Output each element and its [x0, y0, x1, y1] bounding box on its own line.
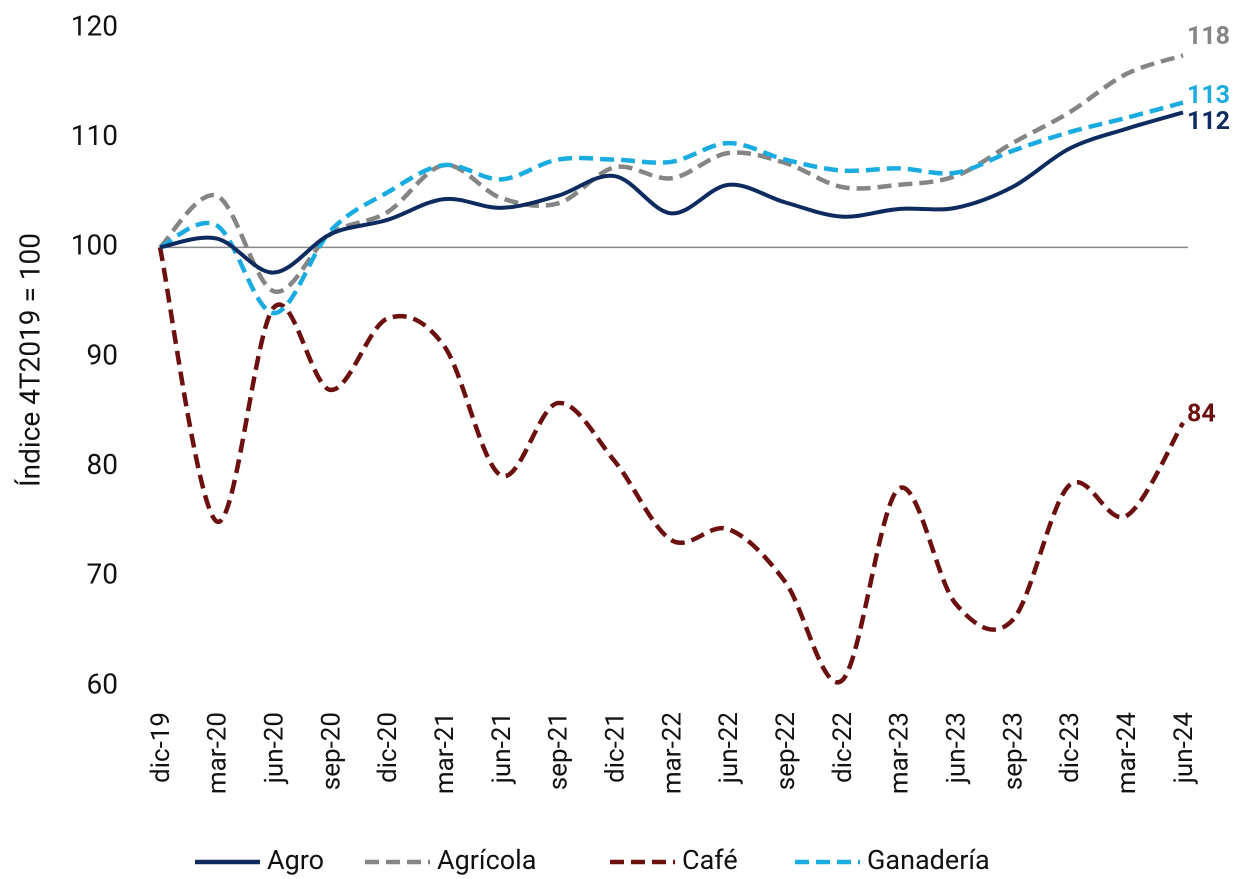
end-label: 112: [1187, 107, 1230, 136]
y-tick-label: 60: [87, 667, 118, 700]
legend-label: Agrícola: [437, 844, 536, 876]
x-tick-label: dic-23: [1055, 712, 1085, 783]
x-tick-label: sep-23: [998, 712, 1028, 790]
y-tick-label: 120: [71, 9, 118, 42]
x-tick-label: mar-22: [657, 712, 687, 794]
x-tick-label: dic-19: [146, 712, 176, 783]
x-tick-label: mar-20: [203, 712, 233, 794]
end-label: 118: [1187, 22, 1230, 51]
y-axis-label: Índice 4T2019 = 100: [13, 233, 46, 487]
x-tick-label: jun-23: [942, 712, 972, 784]
x-tick-label: mar-24: [1112, 712, 1142, 795]
x-tick-label: dic-22: [828, 712, 858, 783]
x-tick-label: dic-20: [373, 712, 403, 783]
x-tick-label: mar-21: [430, 712, 460, 794]
y-tick-label: 70: [87, 558, 118, 591]
legend-label: Café: [682, 844, 738, 876]
end-label: 113: [1187, 81, 1230, 110]
legend-label: Agro: [267, 844, 324, 876]
x-tick-label: jun-20: [260, 712, 290, 784]
legend-label: Ganadería: [867, 844, 990, 876]
x-tick-label: jun-22: [714, 712, 744, 784]
x-tick-label: mar-23: [885, 712, 915, 794]
x-tick-label: sep-21: [544, 712, 574, 790]
series-line: [158, 100, 1184, 316]
x-tick-label: sep-22: [771, 712, 801, 790]
x-tick-label: jun-24: [1169, 712, 1199, 785]
end-label: 84: [1187, 399, 1216, 428]
series-line: [158, 53, 1184, 294]
x-tick-label: sep-20: [316, 712, 346, 790]
series-line: [159, 110, 1184, 275]
y-tick-label: 110: [71, 119, 118, 152]
y-tick-label: 80: [87, 448, 118, 481]
y-tick-label: 90: [87, 338, 118, 371]
y-tick-label: 100: [71, 229, 118, 262]
x-tick-label: jun-21: [487, 712, 517, 784]
x-tick-label: dic-21: [601, 712, 631, 783]
series-line: [157, 246, 1185, 685]
